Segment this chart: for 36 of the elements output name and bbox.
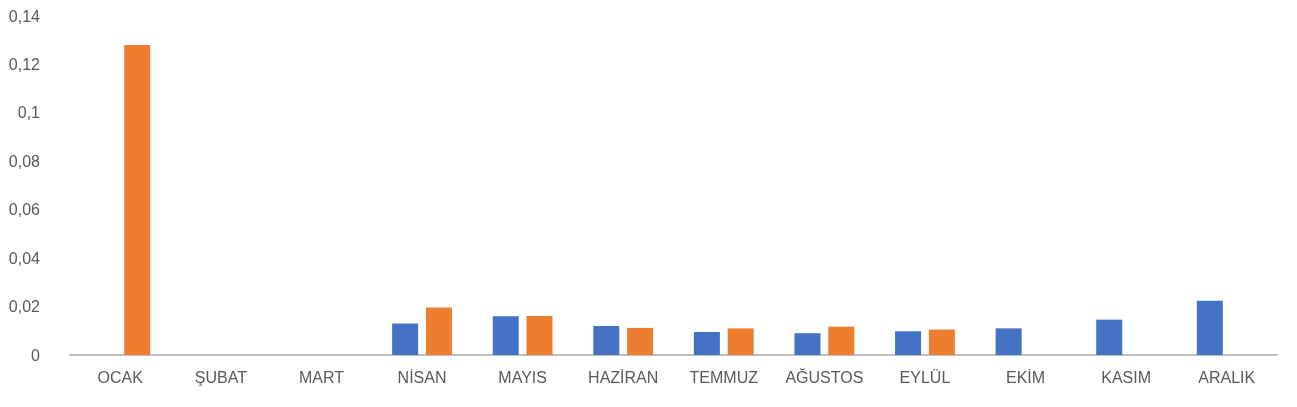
bar (492, 316, 519, 355)
bar (828, 326, 855, 355)
x-tick-label: AĞUSTOS (785, 367, 864, 386)
bar (425, 307, 452, 355)
bar (124, 45, 151, 355)
y-tick-label: 0,04 (8, 249, 41, 267)
x-tick-label: MART (298, 368, 345, 386)
bar (1096, 319, 1123, 355)
bar (593, 325, 620, 355)
bar (526, 316, 553, 355)
bar (794, 333, 821, 355)
y-tick-label: 0,1 (17, 104, 41, 122)
x-tick-label: OCAK (97, 368, 144, 386)
bar (928, 329, 955, 355)
bar (727, 328, 754, 355)
y-tick-label: 0,14 (8, 7, 41, 25)
x-tick-label: MAYIS (498, 368, 547, 386)
y-tick-label: 0,12 (8, 55, 41, 73)
bar (1196, 300, 1223, 355)
x-tick-label: EYLÜL (899, 368, 951, 386)
y-tick-label: 0,08 (8, 152, 41, 170)
x-tick-label: HAZİRAN (588, 367, 659, 386)
x-tick-label: TEMMUZ (689, 368, 759, 386)
bar (693, 332, 720, 355)
y-tick-label: 0 (31, 346, 41, 364)
y-tick-label: 0,06 (8, 201, 41, 219)
bar (995, 328, 1022, 355)
y-tick-label: 0,02 (8, 298, 41, 316)
x-tick-label: ŞUBAT (194, 368, 248, 386)
bar (392, 323, 419, 355)
x-tick-label: ARALIK (1198, 368, 1256, 386)
x-tick-label: NİSAN (397, 367, 447, 386)
bar (627, 327, 654, 355)
x-tick-label: EKİM (1005, 367, 1046, 386)
bar (895, 331, 922, 355)
x-tick-label: KASIM (1101, 368, 1152, 386)
